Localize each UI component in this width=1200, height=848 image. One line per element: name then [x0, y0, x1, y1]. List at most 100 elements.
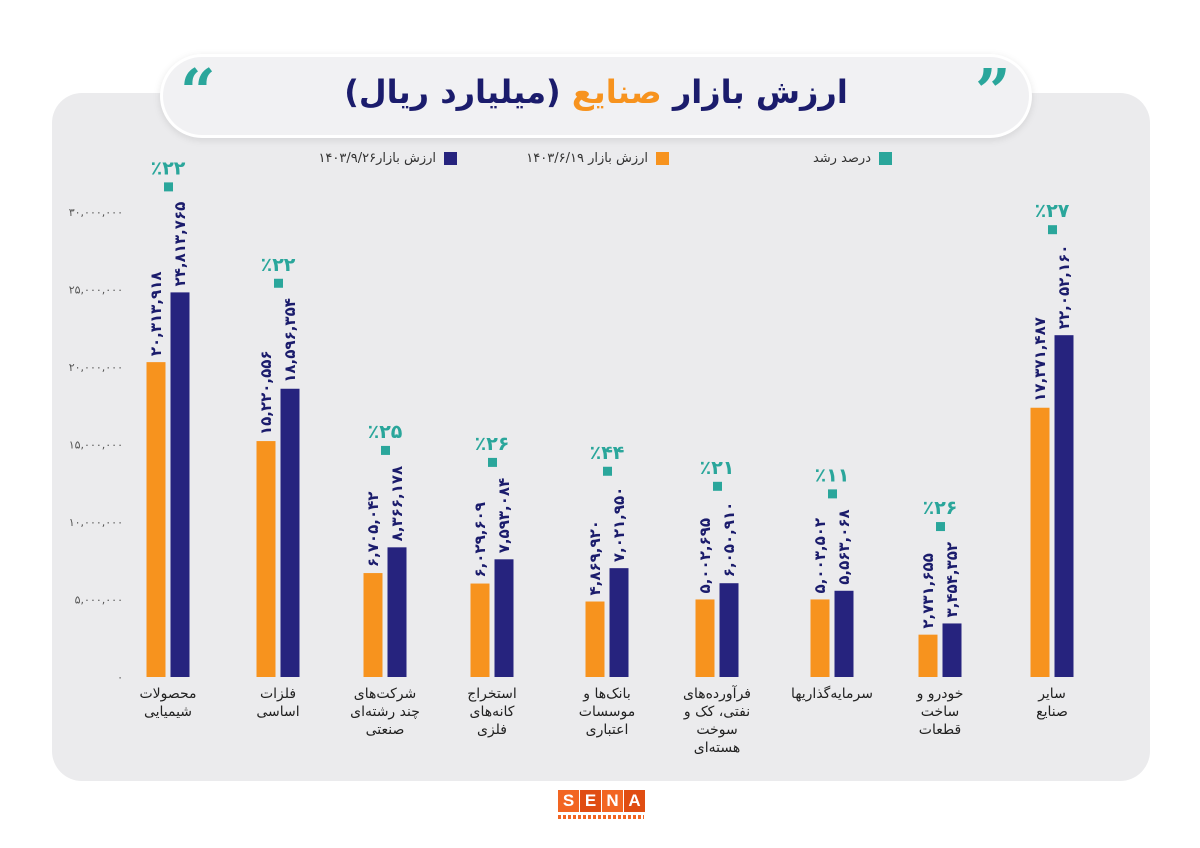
data-label-series2: ۱۸,۵۹۶,۳۵۴ [281, 298, 299, 383]
category-label: محصولات [139, 686, 196, 702]
bar-series2 [280, 388, 300, 677]
growth-marker [828, 489, 837, 499]
category-label: بانک‌ها و [582, 686, 630, 702]
data-label-series1: ۶,۰۲۹,۶۰۹ [471, 502, 489, 577]
logo-letter-n: N [602, 790, 623, 812]
legend-series1-label: ارزش بازار ۱۴۰۳/۶/۱۹ [526, 150, 648, 166]
growth-label: ٪۲۶ [475, 433, 510, 455]
data-label-series2: ۳,۴۵۴,۳۵۲ [943, 542, 961, 617]
growth-marker [936, 522, 945, 532]
data-label-series1: ۲۰,۳۱۳,۹۱۸ [147, 271, 165, 356]
category-label: قطعات [919, 722, 961, 738]
data-label-series2: ۲۴,۸۱۳,۷۶۵ [171, 202, 189, 287]
data-label-series2: ۷,۰۲۱,۹۵۰ [610, 487, 628, 562]
data-label-series2: ۷,۵۹۳,۰۸۴ [495, 478, 513, 553]
data-label-series2: ۵,۵۶۳,۰۶۸ [835, 509, 853, 584]
logo-letter-e: E [580, 790, 601, 812]
data-label-series1: ۴,۸۶۹,۹۲۰ [586, 520, 604, 595]
legend-growth-swatch [879, 151, 892, 165]
chart-title: ارزش بازار صنایع (میلیارد ریال) [163, 73, 1029, 111]
growth-label: ٪۲۱ [700, 457, 735, 479]
category-label: اعتباری [586, 722, 629, 738]
growth-marker [1048, 225, 1057, 235]
category-label: موسسات [579, 704, 635, 720]
bar-series2 [170, 292, 190, 677]
growth-marker [488, 457, 497, 467]
bar-series2 [609, 568, 629, 677]
bar-series1 [585, 601, 605, 677]
open-quote-icon: “ [180, 55, 216, 128]
bar-series2 [1054, 335, 1074, 677]
bar-series1 [695, 599, 715, 677]
bar-series1 [918, 634, 938, 677]
y-tick-label: ۲۰,۰۰۰,۰۰۰ [69, 361, 123, 374]
category-label: هسته‌ای [694, 740, 740, 756]
growth-label: ٪۱۱ [815, 464, 850, 486]
legend-series1-swatch [656, 151, 669, 165]
growth-label: ٪۲۷ [1035, 200, 1070, 222]
category-label: استخراج [467, 686, 517, 702]
data-label-series2: ۸,۳۶۶,۱۷۸ [388, 466, 406, 541]
title-part-3: (میلیارد ریال) [344, 73, 561, 111]
growth-marker [274, 278, 283, 288]
category-label: خودرو و [916, 686, 964, 702]
category-label: صنعتی [366, 722, 405, 738]
category-label: صنایع [1036, 704, 1068, 720]
category-label: ساخت [921, 704, 959, 720]
category-label: فلزات [260, 686, 296, 702]
category-label: سرمایه‌گذاریها [791, 685, 873, 702]
growth-label: ٪۲۲ [151, 157, 186, 179]
bar-series1 [363, 573, 383, 677]
category-label: فرآورده‌های [683, 685, 751, 702]
legend-series2-swatch [444, 151, 457, 165]
category-label: سوخت [696, 722, 737, 738]
title-part-1: ارزش بازار [672, 73, 848, 111]
bar-series1 [256, 441, 276, 677]
category-label: شرکت‌های [354, 686, 416, 702]
bar-series2 [387, 547, 407, 677]
y-tick-label: ۱۵,۰۰۰,۰۰۰ [69, 439, 123, 452]
y-tick-label: ۳۰,۰۰۰,۰۰۰ [69, 206, 123, 219]
legend-series2-label: ارزش بازار۱۴۰۳/۹/۲۶ [318, 150, 436, 166]
y-tick-label: ۰ [117, 671, 123, 684]
close-quote-icon: ” [975, 55, 1011, 128]
data-label-series1: ۵,۰۰۳,۵۰۲ [811, 518, 829, 593]
data-label-series1: ۵,۰۰۲,۶۹۵ [696, 518, 714, 593]
category-label: نفتی، کک و [683, 704, 750, 720]
data-label-series2: ۲۲,۰۵۲,۱۶۰ [1055, 245, 1073, 330]
legend-series2: ارزش بازار۱۴۰۳/۹/۲۶ [318, 148, 457, 168]
growth-label: ٪۲۵ [368, 421, 403, 443]
bar-series2 [719, 583, 739, 677]
data-label-series1: ۶,۷۰۵,۰۴۲ [364, 492, 382, 567]
title-part-2: صنایع [571, 73, 662, 111]
logo-subtitle-strip [558, 815, 644, 819]
growth-marker [164, 182, 173, 192]
bar-series1 [470, 583, 490, 677]
bar-series2 [494, 559, 514, 677]
legend-growth-label: درصد رشد [812, 150, 871, 166]
category-label: شیمیایی [144, 704, 192, 720]
logo-letter-a: A [624, 790, 645, 812]
growth-label: ٪۲۲ [261, 254, 296, 276]
category-label: فلزی [477, 722, 507, 738]
category-label: سایر [1037, 686, 1066, 702]
title-banner: ارزش بازار صنایع (میلیارد ریال) [160, 54, 1032, 138]
bar-series2 [834, 590, 854, 677]
category-label: چند رشته‌ای [350, 704, 420, 720]
y-tick-label: ۱۰,۰۰۰,۰۰۰ [69, 516, 123, 529]
bar-series1 [1030, 407, 1050, 677]
bar-series1 [810, 599, 830, 677]
data-label-series1: ۱۷,۳۷۱,۴۸۷ [1031, 317, 1049, 402]
logo-letter-s: S [558, 790, 579, 812]
category-label: اساسی [256, 704, 299, 720]
growth-marker [713, 481, 722, 491]
data-label-series1: ۱۵,۲۲۰,۵۵۶ [257, 350, 275, 435]
legend-growth: درصد رشد [813, 148, 892, 168]
sena-logo: S E N A [558, 790, 648, 822]
legend-series1: ارزش بازار ۱۴۰۳/۶/۱۹ [526, 148, 669, 168]
data-label-series1: ۲,۷۳۱,۶۵۵ [919, 553, 937, 628]
growth-label: ٪۲۶ [923, 497, 958, 519]
growth-label: ٪۴۴ [590, 442, 625, 464]
y-tick-label: ۲۵,۰۰۰,۰۰۰ [69, 284, 123, 297]
